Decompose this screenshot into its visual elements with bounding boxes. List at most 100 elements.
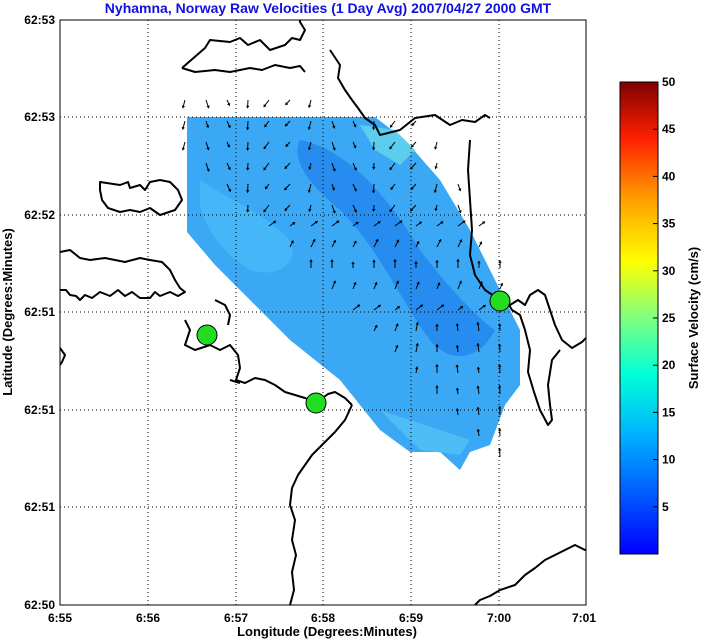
colorbar-ticks: 5 10 15 20 25 30 35 40 45 50 (653, 75, 676, 514)
velocity-arrow-head (497, 323, 502, 327)
velocity-arrow-head (396, 239, 400, 243)
velocity-arrow-head (479, 241, 483, 245)
velocity-arrow-head (497, 448, 502, 451)
velocity-arrow-head (332, 147, 336, 151)
velocity-arrows (181, 99, 508, 458)
velocity-arrow-head (435, 259, 439, 263)
velocity-arrow-head (476, 385, 480, 389)
velocity-arrow-head (395, 280, 400, 284)
velocity-arrow-head (497, 385, 502, 388)
velocity-arrow-head (332, 280, 337, 284)
velocity-arrow-head (440, 304, 444, 308)
velocity-arrow-head (332, 168, 336, 172)
plot-frame (59, 19, 587, 606)
y-tick-label: 62:53 (24, 13, 55, 27)
velocity-arrow-head (265, 186, 269, 190)
velocity-arrow-head (353, 282, 357, 285)
field-higher-speed-zone (360, 125, 415, 165)
velocity-arrow-head (438, 239, 442, 243)
velocity-arrow-head (307, 189, 312, 193)
velocity-arrow-head (263, 167, 267, 171)
velocity-arrow-head (389, 208, 393, 212)
velocity-arrow-head (498, 260, 502, 263)
velocity-arrow-head (462, 220, 466, 224)
field-low-speed-zone (297, 140, 495, 357)
radar-site-marker (196, 324, 218, 346)
velocity-arrow-head (435, 344, 439, 347)
velocity-arrow-head (499, 282, 504, 286)
velocity-arrow-head (476, 428, 481, 432)
velocity-arrow-head (331, 187, 336, 191)
velocity-arrow-head (372, 259, 376, 263)
velocity-arrow-head (206, 168, 210, 172)
velocity-arrow-head (285, 123, 289, 127)
velocity-arrow-head (285, 143, 289, 147)
colorbar-tick-label: 50 (662, 75, 676, 89)
velocity-arrow-head (263, 209, 267, 213)
radar-site-marker (305, 392, 327, 414)
velocity-arrow-head (455, 387, 460, 391)
velocity-arrow-head (371, 147, 376, 150)
velocity-arrow-head (435, 385, 439, 388)
velocity-arrow-head (284, 165, 288, 169)
x-tick-label: 6:59 (399, 611, 423, 625)
velocity-arrow-head (353, 240, 357, 244)
colorbar: 5 10 15 20 25 30 35 40 45 50 Surface Velocity (cm… (619, 75, 701, 555)
velocity-arrow-head (455, 345, 460, 348)
velocity-arrow-head (332, 239, 337, 243)
velocity-arrow-head (353, 124, 357, 128)
velocity-arrow-head (434, 166, 438, 169)
colorbar-tick-label: 5 (662, 500, 669, 514)
velocity-arrow-head (371, 166, 376, 170)
velocity-arrow-head (332, 125, 336, 129)
colorbar-tick-label: 45 (662, 122, 676, 136)
velocity-arrow-head (497, 364, 502, 367)
velocity-arrow-head (227, 124, 231, 128)
velocity-arrow-head (374, 282, 378, 286)
velocity-arrow-head (284, 187, 288, 191)
velocity-arrow-head (375, 239, 379, 243)
velocity-arrow-head (435, 323, 439, 327)
velocity-arrow-head (245, 127, 250, 130)
velocity-arrow-head (351, 261, 355, 265)
velocity-arrow-head (497, 406, 502, 409)
velocity-arrow-head (314, 221, 318, 224)
velocity-arrow-head (245, 148, 250, 151)
radar-site-marker (489, 290, 511, 312)
velocity-arrow-head (419, 304, 423, 308)
velocity-arrow-head (263, 145, 267, 149)
velocity-arrow-head (476, 322, 480, 325)
velocity-arrow-head (371, 190, 376, 193)
velocity-arrow-head (497, 343, 502, 347)
velocity-arrow-head (206, 105, 210, 109)
velocity-arrow-head (476, 366, 481, 370)
velocity-arrow-head (307, 104, 312, 108)
velocity-arrow-head (227, 102, 231, 106)
velocity-arrow-head (458, 280, 463, 284)
y-tick-label: 62:51 (24, 500, 55, 514)
velocity-arrow-head (477, 260, 481, 264)
y-tick-label: 62:52 (24, 208, 55, 222)
velocity-arrow-head (181, 126, 185, 130)
x-tick-label: 6:55 (48, 611, 72, 625)
velocity-arrow-head (390, 124, 393, 128)
x-tick-label: 7:00 (487, 611, 511, 625)
velocity-arrow-head (181, 105, 186, 109)
colorbar-label: Surface Velocity (cm/s) (686, 247, 701, 389)
coastline (60, 20, 586, 605)
velocity-arrow-head (263, 104, 267, 108)
velocity-arrow-head (415, 322, 419, 325)
y-tick-label: 62:50 (24, 598, 55, 612)
velocity-arrow-head (418, 221, 422, 225)
field-mid-zone (200, 180, 293, 273)
velocity-arrow-head (415, 343, 419, 346)
velocity-arrow-head (264, 124, 268, 128)
velocity-arrow-head (308, 208, 312, 212)
velocity-arrow-head (479, 281, 483, 285)
velocity-arrow-head (290, 240, 294, 244)
velocity-arrow-head (312, 238, 316, 242)
velocity-arrow-head (389, 146, 393, 150)
velocity-arrow-head (411, 144, 415, 148)
velocity-arrow-head (410, 186, 414, 190)
y-axis: 62:53 62:53 62:52 62:51 62:51 62:51 62:5… (0, 13, 55, 612)
